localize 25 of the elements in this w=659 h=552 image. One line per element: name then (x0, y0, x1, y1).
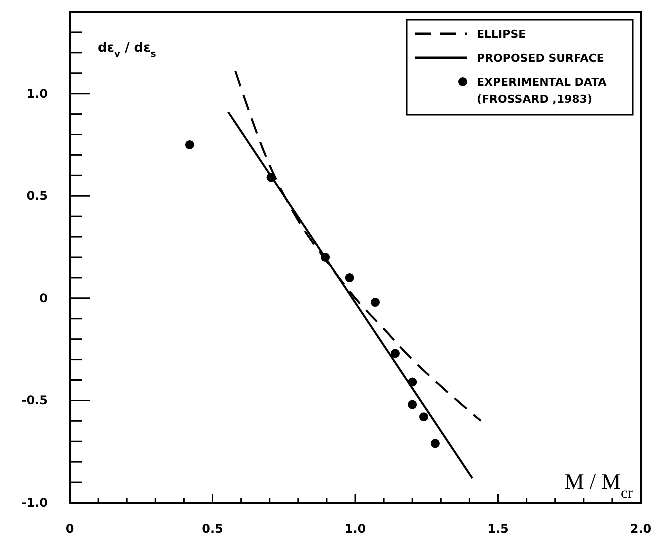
point (185, 140, 194, 150)
y-tick-label: 0 (40, 291, 48, 306)
x-tick-label: 1.5 (488, 522, 509, 536)
legend-label: EXPERIMENTAL DATA (FROSSARD ,1983) (477, 76, 608, 106)
point (430, 439, 440, 448)
x-tick-label: 0 (66, 522, 74, 536)
x-axis-title: M / M$_{cr}$ (564, 469, 633, 502)
point (390, 349, 400, 358)
y-axis-title: dε$_{v}$ / dε$_{s}$ (98, 41, 156, 60)
legend-label: ELLIPSE (477, 28, 526, 41)
point (345, 273, 354, 282)
y-tick-label: -1.0 (22, 496, 48, 510)
point (266, 173, 276, 182)
legend-label: PROPOSED SURFACE (477, 52, 604, 65)
x-tick-label: 2.0 (630, 522, 652, 536)
x-tick-label: 0.5 (202, 522, 224, 536)
point (408, 378, 418, 387)
point (370, 298, 380, 308)
x-tick-label: 1.0 (344, 522, 366, 536)
y-tick-label: -0.5 (22, 394, 48, 408)
point (420, 412, 429, 422)
y-tick-label: 1.0 (26, 86, 48, 101)
y-tick-label: 0.5 (26, 189, 48, 204)
point (408, 400, 418, 410)
point (321, 253, 330, 262)
